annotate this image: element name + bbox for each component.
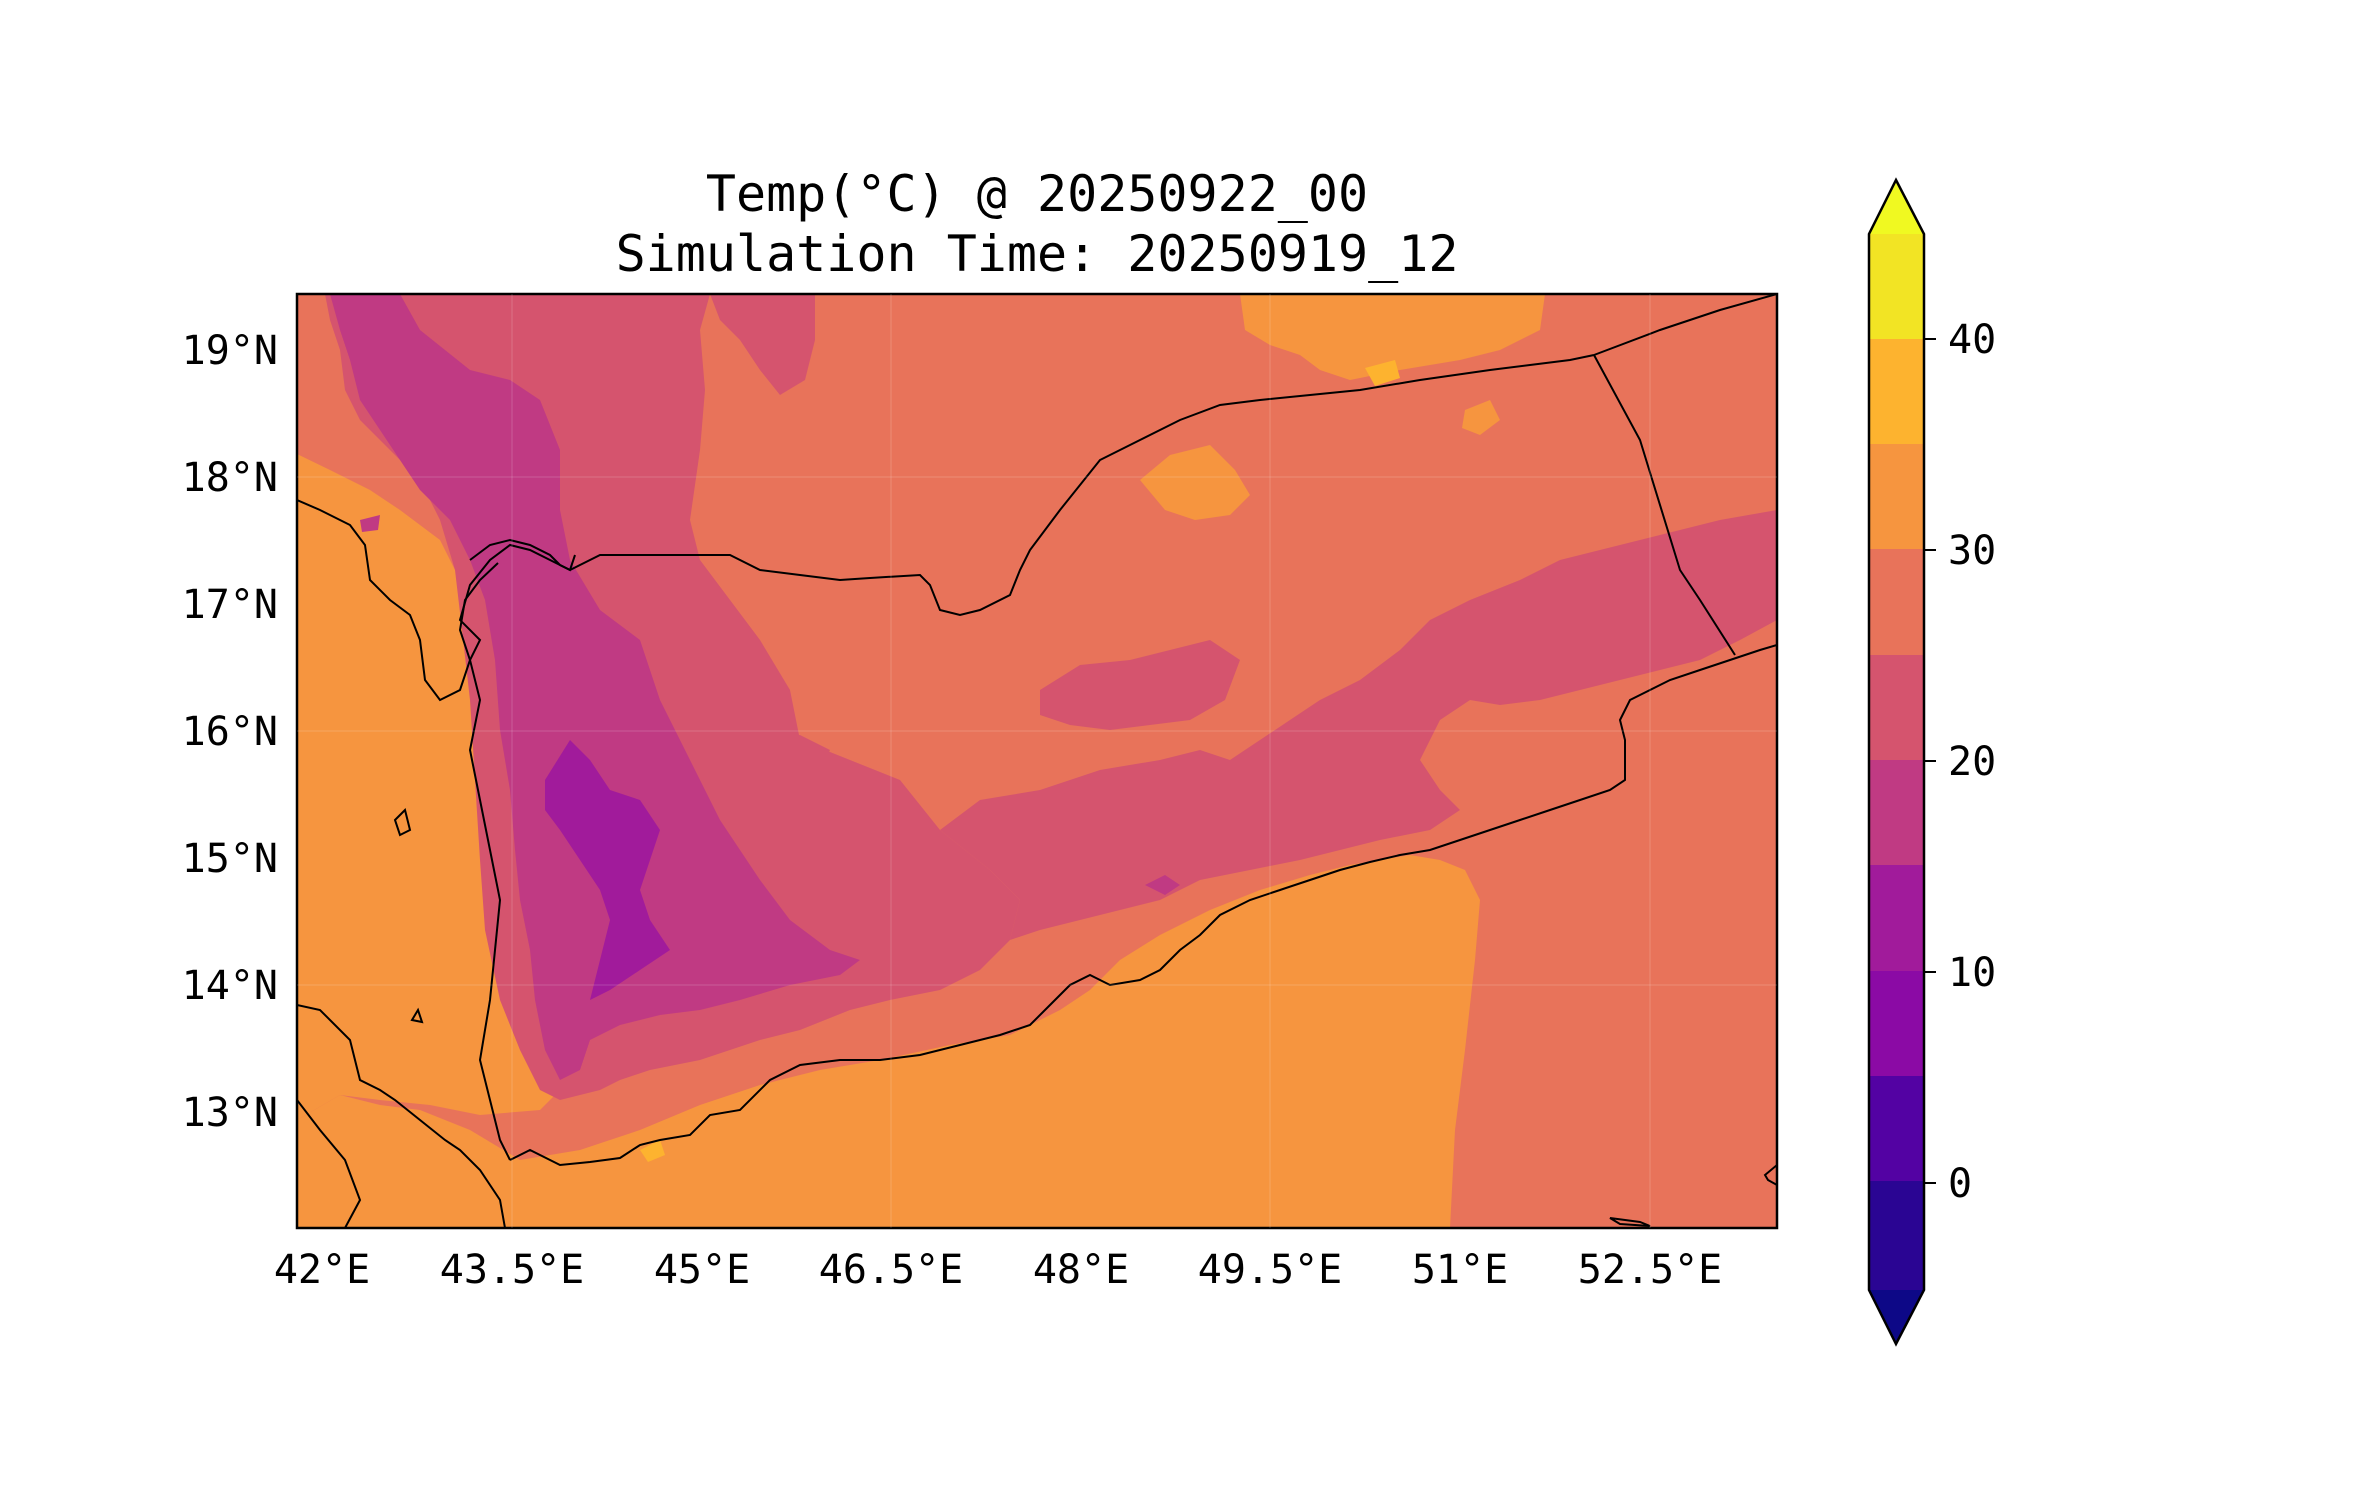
band-30-35-patch-b	[1462, 400, 1500, 435]
coastline-yemen-red-sea	[458, 562, 511, 1161]
colorbar-tick-label: 0	[1948, 1161, 1972, 1207]
coastline-horn-africa	[297, 1004, 506, 1228]
coastline-island-1	[410, 1007, 424, 1024]
band-15-20-highlands	[330, 294, 860, 1080]
colorbar-band-30-35	[1869, 444, 1924, 549]
band-15-20-patch-north	[360, 515, 380, 532]
title-line-1: Temp(°C) @ 20250922_00	[705, 165, 1369, 223]
band-20-25-central-patch-2	[770, 735, 830, 772]
band-20-25-north-tongue	[710, 294, 815, 395]
colorbar-over-triangle	[1869, 180, 1924, 234]
band-35-40-patch-2	[640, 1140, 665, 1162]
temperature-field	[297, 294, 1777, 1228]
border-oman	[1593, 354, 1736, 656]
colorbar-tick-label: 20	[1948, 739, 1996, 785]
border-oman-saudi	[1593, 294, 1777, 356]
y-tick-label: 16°N	[182, 709, 278, 755]
band-35-40-patch	[1365, 360, 1400, 386]
y-tick-label: 13°N	[182, 1090, 278, 1136]
x-tick-label: 49.5°E	[1198, 1247, 1343, 1293]
band-20-25-central-patch	[1040, 640, 1240, 730]
y-tick-label: 14°N	[182, 963, 278, 1009]
y-tick-label: 15°N	[182, 836, 278, 882]
coastline-red-sea-west	[297, 499, 576, 702]
colorbar-band-0-5	[1869, 1076, 1924, 1181]
colorbar-tick-label: 30	[1948, 528, 1996, 574]
x-tick-label: 46.5°E	[819, 1247, 964, 1293]
colorbar-tick-label: 40	[1948, 317, 1996, 363]
band-10-15-core	[545, 740, 670, 1000]
chart-title: Temp(°C) @ 20250922_00 Simulation Time: …	[297, 164, 1777, 284]
colorbar-tick-label: 10	[1948, 950, 1996, 996]
colorbar-band-40-45	[1869, 234, 1924, 339]
title-line-2: Simulation Time: 20250919_12	[615, 225, 1459, 283]
x-tick-label: 42°E	[274, 1247, 370, 1293]
plot-frame	[295, 292, 1779, 1230]
y-tick-label: 17°N	[182, 582, 278, 628]
x-tick-label: 48°E	[1033, 1247, 1129, 1293]
colorbar-band-5-10	[1869, 971, 1924, 1076]
colorbar-outline	[1867, 177, 1926, 1347]
colorbar-band-25-30	[1869, 549, 1924, 655]
coastline-socotra	[1609, 1217, 1651, 1227]
y-tick-label: 19°N	[182, 328, 278, 374]
coastlines	[297, 499, 1777, 1228]
coastline-island-2	[393, 808, 412, 837]
coastline-djibouti	[297, 1099, 362, 1228]
x-tick-label: 45°E	[654, 1247, 750, 1293]
colorbar-band-minus5-0	[1869, 1181, 1924, 1290]
x-axis-ticks: 42°E 43.5°E 45°E 46.5°E 48°E 49.5°E 51°E…	[274, 1247, 1722, 1293]
map-plot-area: 42°E 43.5°E 45°E 46.5°E 48°E 49.5°E 51°E…	[182, 292, 1779, 1293]
coastline-gulf-of-aden	[509, 644, 1777, 1167]
band-30-35-patch-a	[1140, 445, 1250, 520]
x-tick-label: 43.5°E	[440, 1247, 585, 1293]
band-15-20-patch-east	[1145, 875, 1180, 895]
band-30-35-south-sea	[297, 855, 1480, 1228]
colorbar-band-20-25	[1869, 655, 1924, 760]
coastline-island-3	[1763, 1163, 1777, 1187]
y-tick-label: 18°N	[182, 455, 278, 501]
colorbar-band-10-15	[1869, 865, 1924, 971]
colorbar-ticks	[1924, 338, 1936, 1184]
border-yemen-saudi	[469, 354, 1595, 617]
x-tick-label: 51°E	[1412, 1247, 1508, 1293]
gridlines	[297, 294, 1777, 1228]
colorbar-band-35-40	[1869, 339, 1924, 444]
band-30-35-north	[1240, 294, 1545, 380]
colorbar-under-triangle	[1869, 1290, 1924, 1344]
country-borders	[469, 294, 1777, 656]
y-axis-ticks: 19°N 18°N 17°N 16°N 15°N 14°N 13°N	[182, 328, 278, 1136]
colorbar: 0 10 20 30 40	[1867, 177, 1996, 1347]
x-tick-label: 52.5°E	[1578, 1247, 1723, 1293]
colorbar-tick-labels: 0 10 20 30 40	[1948, 317, 1996, 1207]
colorbar-band-15-20	[1869, 760, 1924, 865]
band-20-25-east	[940, 510, 1777, 940]
